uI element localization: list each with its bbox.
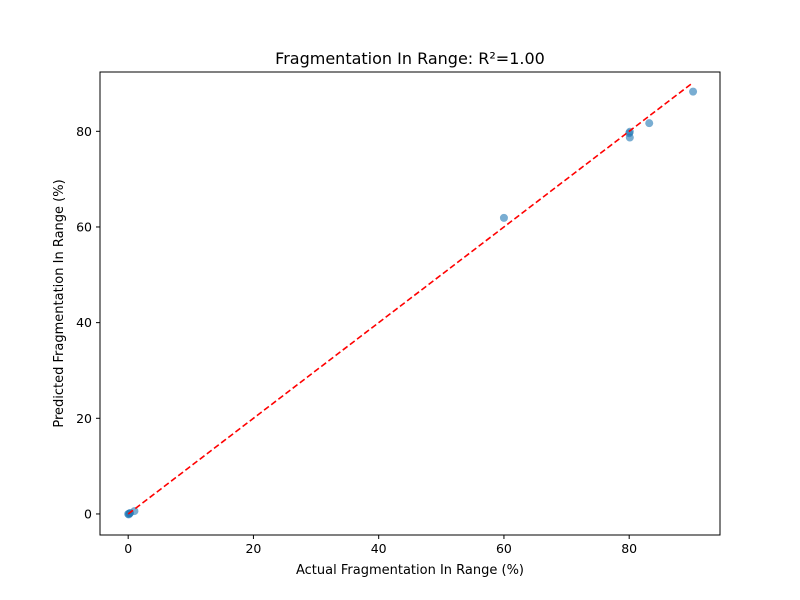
data-point [625,133,634,142]
y-tick-label: 80 [76,124,92,139]
x-tick-label: 60 [496,541,512,556]
x-axis-label: Actual Fragmentation In Range (%) [296,563,524,578]
y-tick-label: 20 [76,411,92,426]
chart-title: Fragmentation In Range: R²=1.00 [275,49,545,68]
data-point [130,507,139,516]
data-point [645,119,654,128]
plot-frame [99,71,721,536]
data-point [689,87,698,96]
x-tick-label: 0 [124,541,132,556]
y-tick-label: 60 [76,219,92,234]
y-tick-label: 40 [76,315,92,330]
x-tick-label: 40 [371,541,387,556]
plot-area [124,82,698,519]
x-tick-label: 80 [621,541,637,556]
data-point [499,213,508,222]
y-axis-label: Predicted Fragmentation In Range (%) [52,179,67,427]
reference-line [127,82,693,515]
axis-ticks: 0 20 40 60 80 0 20 40 60 80 [76,124,637,556]
y-tick-label: 0 [84,506,92,521]
x-tick-label: 20 [245,541,261,556]
